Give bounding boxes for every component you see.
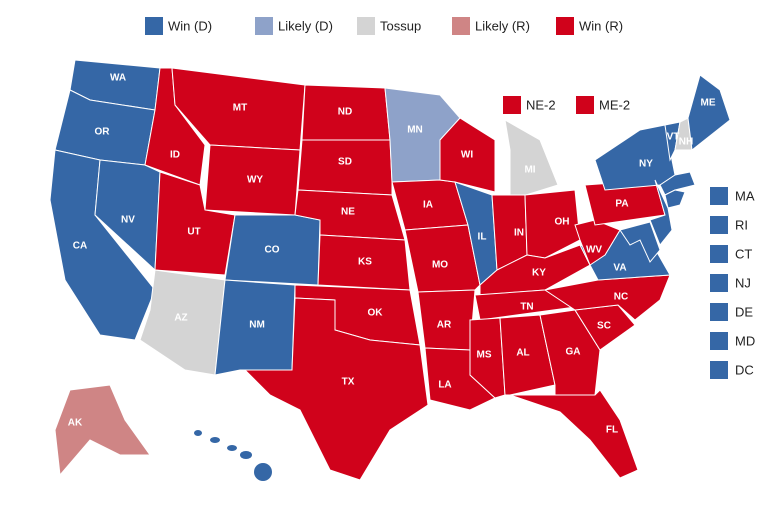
state-label: MT [233,103,247,114]
state-label: AL [516,348,529,359]
state-label: AR [437,320,452,331]
legend-label: Win (R) [579,18,623,33]
island [240,451,252,459]
state-label: KS [358,257,372,268]
small-state-label: DC [735,362,754,377]
state-label: IL [478,232,487,243]
legend-swatch [556,17,574,35]
northeast-small-states [619,171,696,263]
small-state-swatch [710,361,728,379]
small-state-label: RI [735,217,748,232]
district-swatch [576,96,594,114]
state-shape [594,124,676,191]
state-shape [243,297,429,481]
state-label: CA [73,241,87,252]
legend-swatch [255,17,273,35]
state-label: AZ [174,313,187,324]
legend-label: Tossup [380,18,421,33]
state-shape [687,74,731,151]
state-label: CO [265,245,280,256]
state-label: MS [477,350,492,361]
state-label: WI [461,150,473,161]
small-state-swatch [710,332,728,350]
island [194,430,202,436]
state-label: MO [432,260,448,271]
states [49,59,731,481]
state-label: WV [586,245,602,256]
small-state-label: CT [735,246,752,261]
state-label: GA [566,347,581,358]
legend-label: Win (D) [168,18,212,33]
state-label: WY [247,175,263,186]
legend-swatch [145,17,163,35]
state-shape [524,189,581,259]
small-state-label: MD [735,333,755,348]
small-state-swatch [710,274,728,292]
hawaii [194,430,272,481]
state-label: FL [606,425,618,436]
state-label: IA [423,200,433,211]
island [210,437,220,443]
state-label: OR [95,127,111,138]
state-label: TN [520,302,533,313]
legend-label: Likely (D) [278,18,333,33]
state-shape [649,179,673,246]
small-state-swatch [710,245,728,263]
small-state-label: DE [735,304,753,319]
state-shape [509,389,639,479]
state-label: MN [407,125,423,136]
state-label: KY [532,268,546,279]
state-label: NE [341,207,355,218]
state-label: NY [639,159,653,170]
state-shape [297,139,393,196]
state-label: UT [187,227,200,238]
legend-label: Likely (R) [475,18,530,33]
state-label: ND [338,107,352,118]
island [227,445,237,451]
state-label: TX [342,377,355,388]
small-state-swatch [710,187,728,205]
state-shape [504,119,559,201]
state-label: WA [110,73,126,84]
legend-swatch [452,17,470,35]
state-shape [619,221,661,263]
state-label: NM [249,320,265,331]
district-swatch [503,96,521,114]
state-shape [439,117,496,193]
state-shape [404,224,481,293]
district-label: NE-2 [526,97,556,112]
state-label: OK [368,308,384,319]
state-label: IN [514,228,524,239]
state-label: ID [170,150,180,161]
small-state-label: NJ [735,275,751,290]
state-label: ME [701,98,716,109]
state-label: SC [597,321,611,332]
state-label: LA [438,380,451,391]
legend-swatch [357,17,375,35]
state-label: NH [679,137,693,148]
state-label: SD [338,157,352,168]
state-label: AK [68,418,83,429]
state-label: OH [555,217,570,228]
state-label: NV [121,215,135,226]
state-label: PA [615,199,628,210]
state-label: VT [667,132,680,143]
state-shape [54,384,151,477]
state-label: VA [613,263,626,274]
district-label: ME-2 [599,97,630,112]
small-state-swatch [710,303,728,321]
island [254,463,272,481]
small-state-swatch [710,216,728,234]
small-state-label: MA [735,188,755,203]
state-label: MI [524,165,535,176]
state-shape [499,314,556,396]
state-label: NC [614,292,628,303]
